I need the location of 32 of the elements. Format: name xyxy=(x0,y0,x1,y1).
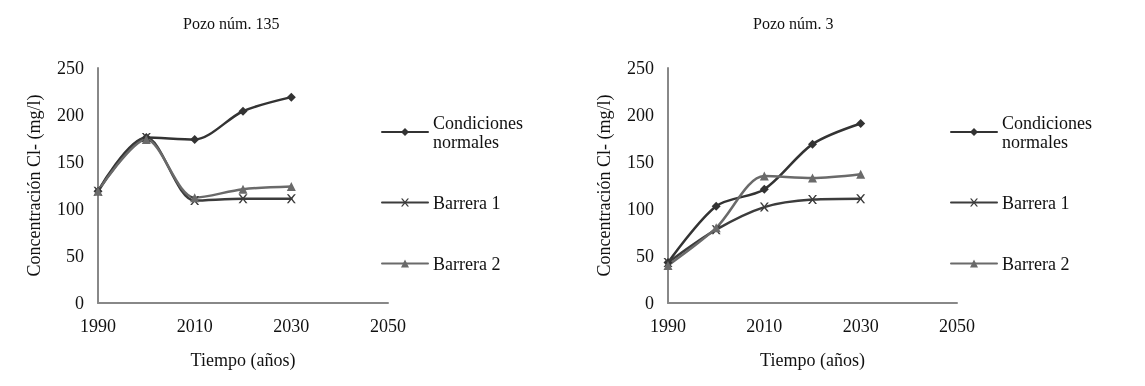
legend-label: Barrera 1 xyxy=(1002,192,1070,213)
x-tick-label: 2030 xyxy=(273,316,310,336)
x-tick-label: 1990 xyxy=(80,316,116,336)
y-tick-label: 250 xyxy=(57,58,84,78)
x-axis-title: Tiempo (años) xyxy=(760,350,865,371)
x-tick-label: 2010 xyxy=(746,316,783,336)
x-tick-label: 2050 xyxy=(370,316,406,336)
chart-title: Pozo núm. 3 xyxy=(753,14,834,32)
y-tick-label: 0 xyxy=(645,293,654,313)
y-tick-label: 200 xyxy=(57,105,84,125)
x-tick-label: 2010 xyxy=(176,316,213,336)
y-tick-label: 0 xyxy=(75,293,84,313)
y-tick-label: 50 xyxy=(636,246,654,266)
legend-label: Barrera 1 xyxy=(433,192,501,213)
y-tick-label: 200 xyxy=(627,105,654,125)
y-tick-label: 250 xyxy=(627,58,654,78)
legend-label: Barrera 2 xyxy=(433,253,501,274)
y-tick-label: 100 xyxy=(57,199,84,219)
legend-label: Condiciones normales xyxy=(433,112,528,152)
x-tick-label: 2050 xyxy=(939,316,975,336)
y-axis-title: Concentración Cl- (mg/l) xyxy=(24,94,45,277)
y-tick-label: 100 xyxy=(627,199,654,219)
y-tick-label: 50 xyxy=(66,246,84,266)
y-tick-label: 150 xyxy=(57,152,84,172)
chart-title: Pozo núm. 135 xyxy=(183,14,280,32)
legend-label: Barrera 2 xyxy=(1002,253,1070,274)
y-tick-label: 150 xyxy=(627,152,654,172)
legend-label: Condiciones normales xyxy=(1002,112,1097,152)
x-tick-label: 2030 xyxy=(842,316,879,336)
y-axis-title: Concentración Cl- (mg/l) xyxy=(594,94,615,277)
x-axis-title: Tiempo (años) xyxy=(190,350,296,371)
x-tick-label: 1990 xyxy=(650,316,686,336)
